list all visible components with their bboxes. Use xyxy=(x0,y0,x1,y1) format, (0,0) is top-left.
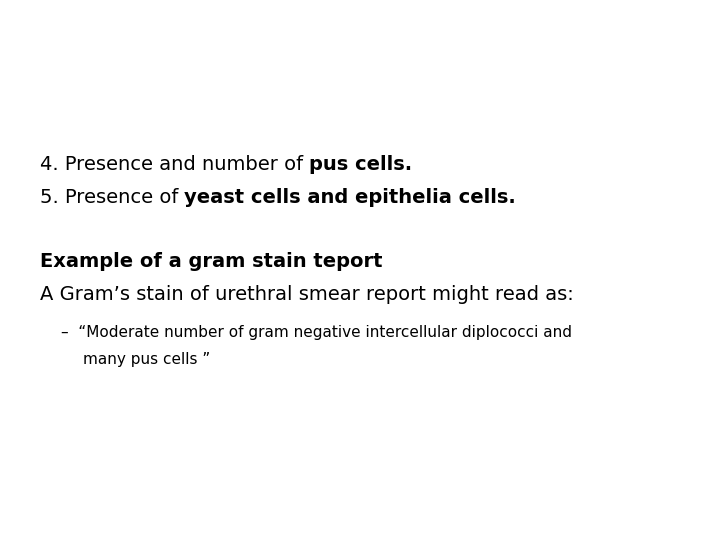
Text: many pus cells ”: many pus cells ” xyxy=(83,352,210,367)
Text: yeast cells and epithelia cells.: yeast cells and epithelia cells. xyxy=(184,187,516,207)
Text: –  “Moderate number of gram negative intercellular diplococci and: – “Moderate number of gram negative inte… xyxy=(61,325,572,340)
Text: A Gram’s stain of urethral smear report might read as:: A Gram’s stain of urethral smear report … xyxy=(40,285,573,304)
Text: Example of a gram stain teport: Example of a gram stain teport xyxy=(40,252,382,272)
Text: pus cells.: pus cells. xyxy=(309,155,412,174)
Text: 4. Presence and number of: 4. Presence and number of xyxy=(40,155,309,174)
Text: 5. Presence of: 5. Presence of xyxy=(40,187,184,207)
